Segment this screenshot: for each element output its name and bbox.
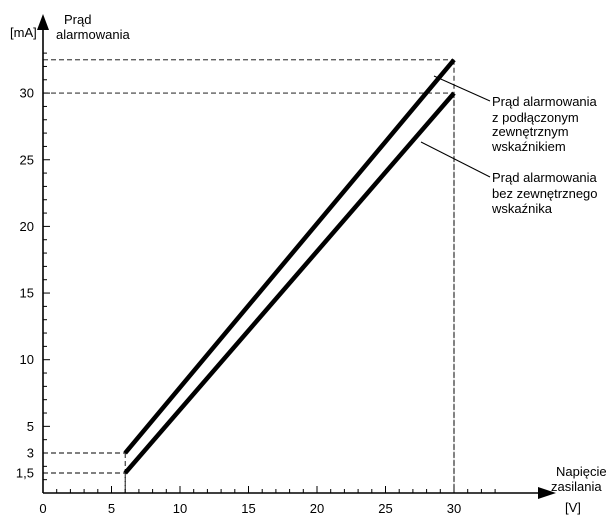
y-tick-label: 20	[20, 219, 34, 234]
leader-line-upper	[433, 75, 491, 102]
y-tick-label: 30	[20, 86, 34, 101]
x-axis-arrow	[538, 487, 556, 499]
y-tick-label: 3	[27, 446, 34, 461]
y-tick-label: 25	[20, 152, 34, 167]
y-tick-label: 5	[27, 419, 34, 434]
x-tick-label: 20	[310, 501, 324, 516]
x-tick-label: 5	[108, 501, 115, 516]
legend-upper-line-4: wskaźnikiem	[491, 139, 566, 154]
y-title-line-2: alarmowania	[56, 27, 130, 42]
series-line-without-indicator	[123, 91, 456, 475]
series-line-with-indicator	[123, 58, 456, 455]
x-tick-label: 0	[39, 501, 46, 516]
y-tick-label: 15	[20, 286, 34, 301]
y-tick-label: 10	[20, 352, 34, 367]
x-unit-label: [V]	[565, 500, 581, 515]
legend-upper-line-2: z podłączonym	[492, 110, 579, 125]
legend-lower-line-2: bez zewnętrznego	[492, 186, 598, 201]
y-unit-label: [mA]	[10, 25, 37, 40]
y-tick-label: 1,5	[16, 466, 34, 481]
legend-lower-line-3: wskaźnika	[491, 201, 553, 216]
leader-line-lower	[420, 141, 491, 178]
x-tick-label: 25	[378, 501, 392, 516]
legend-lower-line-1: Prąd alarmowania	[492, 170, 598, 185]
legend-upper-line-1: Prąd alarmowania	[492, 94, 598, 109]
y-axis-arrow	[37, 14, 49, 30]
x-title-line-1: Napięcie	[556, 464, 607, 479]
x-tick-label: 30	[447, 501, 461, 516]
y-title-line-1: Prąd	[64, 12, 91, 27]
legend-upper-line-3: zewnętrznym	[492, 124, 569, 139]
x-title-line-2: zasilania	[551, 479, 602, 494]
x-tick-label: 10	[173, 501, 187, 516]
x-tick-label: 15	[241, 501, 255, 516]
